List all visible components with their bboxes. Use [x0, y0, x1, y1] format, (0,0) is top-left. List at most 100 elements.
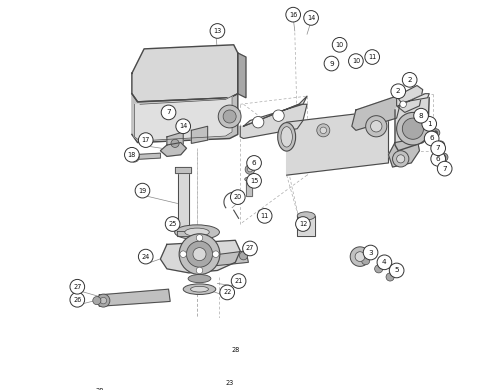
Circle shape: [240, 252, 248, 260]
Text: 18: 18: [128, 152, 136, 158]
Polygon shape: [246, 179, 252, 195]
Circle shape: [248, 167, 252, 172]
Circle shape: [246, 156, 262, 170]
Circle shape: [232, 274, 246, 288]
Circle shape: [445, 167, 449, 171]
Circle shape: [366, 116, 387, 137]
Circle shape: [440, 153, 448, 161]
Circle shape: [212, 251, 219, 257]
Polygon shape: [132, 94, 238, 143]
Polygon shape: [178, 171, 189, 232]
Text: 8: 8: [419, 113, 424, 119]
Circle shape: [317, 124, 330, 137]
Ellipse shape: [278, 122, 295, 151]
Circle shape: [402, 73, 417, 87]
Ellipse shape: [244, 177, 252, 181]
Circle shape: [135, 183, 150, 198]
Circle shape: [228, 343, 242, 358]
Circle shape: [431, 141, 446, 156]
Circle shape: [377, 255, 392, 269]
Circle shape: [374, 265, 383, 273]
Polygon shape: [398, 94, 429, 106]
Circle shape: [442, 155, 446, 159]
Text: 4: 4: [382, 259, 386, 265]
Text: 10: 10: [352, 58, 360, 64]
Polygon shape: [192, 126, 208, 144]
Circle shape: [167, 353, 203, 388]
Circle shape: [178, 364, 192, 377]
Polygon shape: [286, 110, 388, 175]
Circle shape: [223, 110, 236, 123]
Text: 27: 27: [246, 245, 254, 252]
Circle shape: [431, 152, 446, 166]
Circle shape: [116, 369, 131, 384]
Circle shape: [92, 384, 106, 390]
Circle shape: [370, 121, 382, 132]
Polygon shape: [160, 143, 186, 156]
Circle shape: [246, 174, 262, 188]
Text: 15: 15: [250, 178, 258, 184]
Circle shape: [230, 190, 245, 204]
Circle shape: [70, 292, 84, 307]
Text: 16: 16: [289, 12, 298, 18]
Circle shape: [136, 322, 234, 390]
Polygon shape: [352, 96, 401, 130]
Text: 24: 24: [142, 254, 150, 260]
Circle shape: [273, 110, 284, 121]
Circle shape: [220, 285, 234, 300]
Circle shape: [320, 127, 326, 134]
Ellipse shape: [188, 275, 211, 283]
Polygon shape: [240, 104, 307, 138]
Circle shape: [392, 151, 409, 167]
Circle shape: [348, 54, 363, 68]
Circle shape: [355, 252, 365, 261]
Ellipse shape: [185, 228, 210, 236]
Text: 6: 6: [436, 156, 440, 162]
Circle shape: [245, 165, 255, 174]
Circle shape: [161, 105, 176, 120]
Text: 3: 3: [368, 250, 373, 255]
Polygon shape: [160, 240, 240, 273]
Text: 9: 9: [329, 60, 334, 67]
Circle shape: [218, 105, 241, 128]
Text: 7: 7: [166, 110, 171, 115]
Text: 14: 14: [179, 123, 188, 129]
Circle shape: [212, 332, 226, 345]
Text: 5: 5: [394, 268, 399, 273]
Circle shape: [436, 141, 444, 149]
Text: 6: 6: [252, 160, 256, 166]
Text: 7: 7: [436, 145, 440, 151]
Text: 12: 12: [299, 221, 307, 227]
Circle shape: [70, 279, 84, 294]
Text: 21: 21: [234, 278, 242, 284]
Circle shape: [332, 37, 347, 52]
Polygon shape: [395, 94, 429, 151]
Circle shape: [424, 131, 439, 146]
Text: 10: 10: [336, 42, 344, 48]
Circle shape: [350, 247, 370, 266]
Text: 23: 23: [226, 380, 234, 386]
Polygon shape: [176, 230, 190, 236]
Circle shape: [365, 50, 380, 64]
Polygon shape: [132, 45, 238, 102]
Circle shape: [386, 273, 394, 281]
Polygon shape: [100, 289, 170, 306]
Polygon shape: [388, 138, 420, 167]
Circle shape: [138, 133, 153, 147]
Circle shape: [390, 263, 404, 278]
Circle shape: [324, 56, 339, 71]
Text: 22: 22: [223, 289, 232, 296]
Text: 2: 2: [396, 88, 400, 94]
Text: 11: 11: [368, 54, 376, 60]
Circle shape: [171, 139, 179, 147]
Circle shape: [414, 108, 428, 123]
Polygon shape: [238, 53, 246, 98]
Polygon shape: [175, 167, 192, 173]
Circle shape: [179, 234, 220, 275]
Circle shape: [222, 376, 237, 390]
Circle shape: [438, 143, 442, 147]
Text: 1: 1: [427, 121, 432, 127]
Circle shape: [93, 296, 101, 305]
Circle shape: [252, 117, 264, 128]
Text: 20: 20: [234, 194, 242, 200]
